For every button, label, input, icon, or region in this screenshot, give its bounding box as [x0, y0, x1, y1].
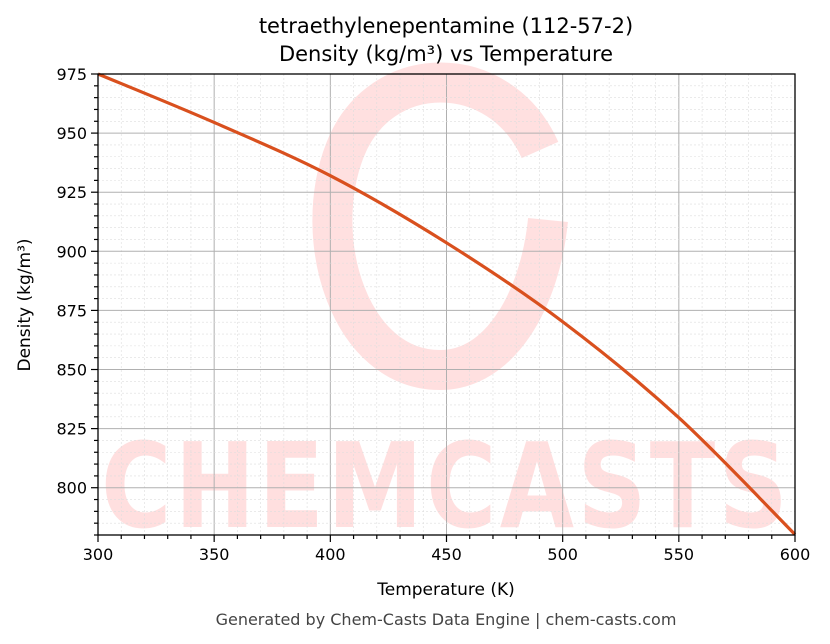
x-tick-label: 350 [199, 545, 230, 564]
chart-title: tetraethylenepentamine (112-57-2) [259, 14, 633, 38]
x-tick-label: 300 [83, 545, 114, 564]
y-tick-label: 875 [56, 301, 87, 320]
svg-text:CHEMCASTS: CHEMCASTS [101, 417, 791, 555]
x-tick-label: 500 [547, 545, 578, 564]
y-tick-label: 925 [56, 183, 87, 202]
x-tick-label: 600 [780, 545, 811, 564]
y-tick-label: 850 [56, 361, 87, 380]
y-tick-label: 800 [56, 479, 87, 498]
x-tick-label: 450 [431, 545, 462, 564]
x-axis-label: Temperature (K) [376, 580, 515, 600]
y-axis-label: Density (kg/m³) [15, 238, 35, 371]
chart-subtitle: Density (kg/m³) vs Temperature [279, 42, 613, 66]
y-tick-label: 900 [56, 242, 87, 261]
y-tick-label: 950 [56, 124, 87, 143]
y-tick-label: 825 [56, 420, 87, 439]
footer-credit: Generated by Chem-Casts Data Engine | ch… [216, 610, 677, 629]
chemcasts-watermark: CHEMCASTS [101, 62, 791, 555]
density-line [97, 72, 797, 536]
x-tick-label: 400 [315, 545, 346, 564]
y-tick-label: 975 [56, 65, 87, 84]
x-tick-label: 550 [664, 545, 695, 564]
